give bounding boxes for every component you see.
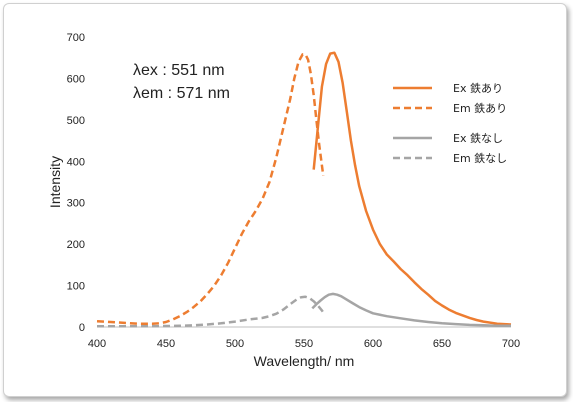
series-line-1 — [312, 51, 512, 326]
x-axis-title: Wavelength/ nm — [254, 353, 355, 369]
y-tick-label: 700 — [67, 32, 85, 44]
series-line-3 — [311, 292, 511, 328]
legend-label: Em 鉄あり — [453, 101, 507, 115]
x-tick-label: 550 — [295, 338, 313, 350]
annotation-text: λem : 571 nm — [133, 85, 230, 102]
x-tick-label: 450 — [157, 338, 175, 350]
figure-frame — [3, 3, 567, 397]
x-tick-label: 650 — [433, 338, 451, 350]
y-tick-label: 200 — [67, 239, 85, 251]
y-tick-label: 0 — [79, 322, 85, 334]
y-tick-label: 100 — [67, 281, 85, 293]
x-tick-label: 500 — [226, 338, 244, 350]
legend-label: Em 鉄なし — [453, 151, 507, 165]
annotation-text: λex : 551 nm — [133, 62, 225, 79]
y-axis-title: Intensity — [47, 156, 63, 208]
series-line-4 — [97, 295, 326, 328]
y-tick-label: 300 — [67, 198, 85, 210]
x-tick-label: 700 — [502, 338, 520, 350]
y-tick-label: 400 — [67, 156, 85, 168]
y-tick-label: 500 — [67, 115, 85, 127]
y-tick-label: 600 — [67, 73, 85, 85]
x-tick-label: 600 — [364, 338, 382, 350]
legend-label: Ex 鉄あり — [453, 81, 503, 95]
x-tick-label: 400 — [88, 338, 106, 350]
series-line-2 — [96, 53, 325, 325]
legend-label: Ex 鉄なし — [453, 131, 503, 145]
